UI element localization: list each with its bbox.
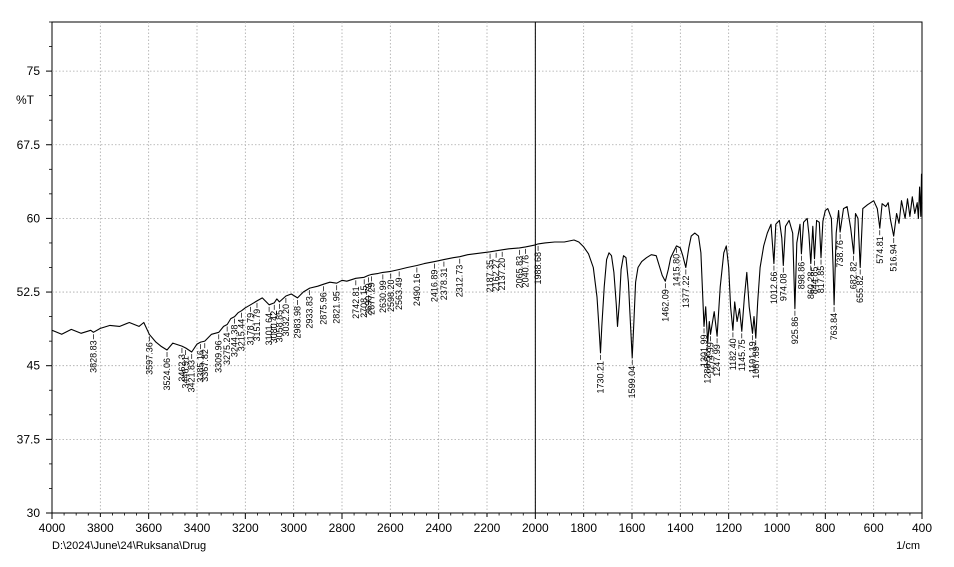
y-tick-label: 52.5 — [17, 285, 41, 299]
peak-label: 3244.38 — [230, 325, 240, 358]
peak-label: 817.85 — [816, 266, 826, 294]
peak-label: 3058.85 — [274, 310, 284, 343]
peak-label: 2677.29 — [367, 282, 377, 315]
x-tick-label: 800 — [815, 521, 835, 535]
peak-label: 925.86 — [790, 317, 800, 345]
peak-label: 2137.20 — [497, 258, 507, 291]
y-tick-label: 60 — [27, 211, 41, 225]
peak-label: 2563.49 — [394, 277, 404, 310]
peak-label: 1415.80 — [672, 254, 682, 287]
x-tick-label: 2400 — [425, 521, 452, 535]
peak-label: 898.86 — [796, 262, 806, 290]
peak-label: 2187.35 — [485, 260, 495, 293]
x-tick-label: 3200 — [232, 521, 259, 535]
peak-label: 3367.82 — [200, 349, 210, 382]
peak-label: 2162.27 — [491, 259, 501, 292]
x-tick-label: 2200 — [474, 521, 501, 535]
peak-label: 516.94 — [889, 244, 899, 272]
peak-label: 3385.16 — [196, 350, 206, 383]
peak-label: 2821.95 — [332, 291, 342, 324]
x-tick-label: 4000 — [39, 521, 66, 535]
peak-label: 3275.24 — [222, 332, 232, 365]
peak-label: 2312.73 — [455, 265, 465, 298]
x-tick-label: 2800 — [329, 521, 356, 535]
peak-label-layer: 3828.83 3597.36 3524.06 3462.33446.913421.8… — [88, 230, 899, 399]
peak-label: 1012.66 — [769, 272, 779, 305]
x-tick-label: 1400 — [667, 521, 694, 535]
peak-label: 3080.42 — [269, 311, 279, 344]
peak-label: 844.85 — [809, 267, 819, 295]
peak-label: 974.08 — [778, 274, 788, 302]
peak-label: 1145.75 — [737, 339, 747, 371]
y-tick-label: 30 — [27, 506, 41, 520]
peak-label: 2875.96 — [319, 292, 329, 325]
peak-label: 1274.99 — [706, 342, 716, 375]
x-tick-label: 2600 — [377, 521, 404, 535]
peak-label: 1087.89 — [751, 346, 761, 379]
x-tick-label: 3400 — [184, 521, 211, 535]
peak-label: 3462.3 — [177, 354, 187, 382]
peak-label: 3597.36 — [144, 342, 154, 375]
peak-label: 1599.04 — [627, 366, 637, 399]
peak-label: 2742.81 — [351, 286, 361, 319]
peak-label: 1730.21 — [596, 361, 606, 394]
x-tick-label: 3000 — [280, 521, 307, 535]
x-tick-label: 1000 — [764, 521, 791, 535]
peak-label: 1286.56 — [703, 351, 713, 384]
y-tick-label: 75 — [27, 64, 41, 78]
grid-layer — [52, 22, 922, 513]
y-axis-label: %T — [16, 93, 35, 107]
peak-label: 3828.83 — [88, 340, 98, 373]
x-tick-label: 400 — [912, 521, 932, 535]
peak-label: 3215.44 — [237, 319, 247, 352]
peak-label: 2490.16 — [412, 274, 422, 307]
x-tick-label: 3600 — [135, 521, 162, 535]
peak-label: 2378.31 — [439, 268, 449, 301]
spectrum-line — [51, 173, 923, 359]
peak-label: 2040.76 — [520, 255, 530, 288]
peak-label: 1182.40 — [728, 338, 738, 370]
peak-label: 655.82 — [855, 276, 865, 304]
peak-label: 3421.83 — [187, 360, 197, 393]
peak-label: 3309.96 — [214, 340, 224, 373]
peak-label: 860.28 — [806, 272, 816, 300]
peak-label: 3524.06 — [162, 358, 172, 391]
peak-label: 2708.15 — [359, 285, 369, 318]
peak-label: 3101.64 — [264, 313, 274, 346]
peak-label: 3446.91 — [181, 356, 191, 389]
peak-label: 3032.20 — [281, 304, 291, 337]
peak-label: 2065.83 — [514, 256, 524, 289]
y-tick-label: 67.5 — [17, 138, 41, 152]
peak-label: 1988.68 — [533, 252, 543, 285]
peak-label: 3151.79 — [252, 309, 262, 342]
y-tick-label: 45 — [27, 359, 41, 373]
peak-label: 1247.99 — [712, 344, 722, 377]
x-tick-label: 2000 — [522, 521, 549, 535]
peak-label: 1101.19 — [748, 341, 758, 373]
peak-label: 1377.22 — [681, 276, 691, 309]
peak-label: 2983.98 — [293, 306, 303, 339]
x-tick-label: 600 — [864, 521, 884, 535]
peak-label: 574.81 — [875, 236, 885, 264]
peak-label: 2690.79 — [363, 283, 373, 316]
peak-label: 763.84 — [829, 313, 839, 341]
peak-label: 1301.99 — [699, 334, 709, 367]
x-tick-label: 1600 — [619, 521, 646, 535]
peak-label: 682.82 — [849, 262, 859, 290]
peak-label: 2416.89 — [430, 270, 440, 303]
peak-label: 2598.20 — [386, 279, 396, 312]
peak-label: 2933.83 — [305, 296, 315, 329]
peak-label: 2630.99 — [378, 280, 388, 313]
x-tick-label: 3800 — [87, 521, 114, 535]
file-path-label: D:\2024\June\24\Ruksana\Drug — [52, 540, 206, 552]
peak-label: 738.76 — [835, 240, 845, 268]
x-unit-label: 1/cm — [896, 540, 920, 552]
x-tick-label: 1800 — [570, 521, 597, 535]
y-tick-label: 37.5 — [17, 432, 41, 446]
peak-label: 1462.09 — [660, 289, 670, 322]
tick-layer: 4000 3600 3200 2800 2400 2000 1600 1200 800 400 38… — [17, 21, 932, 535]
peak-label: 3178.79 — [245, 313, 255, 346]
x-tick-label: 1200 — [715, 521, 742, 535]
